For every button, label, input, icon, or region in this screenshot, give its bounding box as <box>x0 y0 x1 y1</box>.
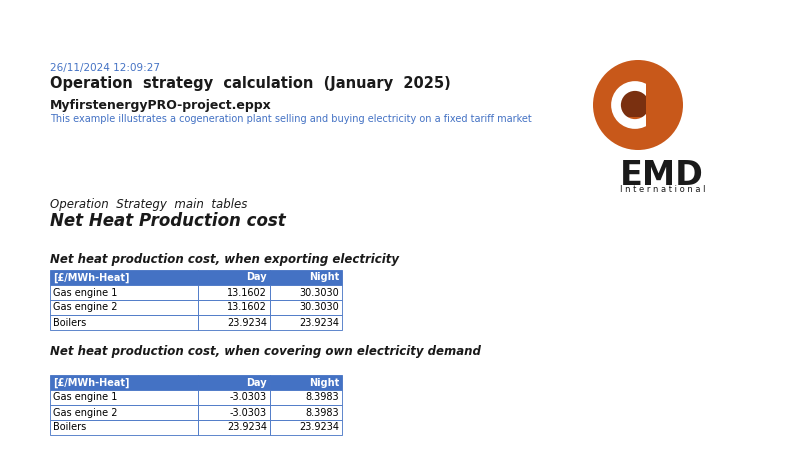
Text: 30.3030: 30.3030 <box>299 288 339 298</box>
Text: 23.9234: 23.9234 <box>299 422 339 432</box>
Text: Operation  strategy  calculation  (January  2025): Operation strategy calculation (January … <box>50 76 451 91</box>
Text: Boilers: Boilers <box>53 317 86 327</box>
FancyBboxPatch shape <box>50 300 198 315</box>
Text: I n t e r n a t i o n a l: I n t e r n a t i o n a l <box>620 185 705 194</box>
Text: 13.1602: 13.1602 <box>227 302 267 312</box>
Text: 23.9234: 23.9234 <box>227 422 267 432</box>
Text: -3.0303: -3.0303 <box>230 393 267 403</box>
FancyBboxPatch shape <box>270 420 342 435</box>
Text: Day: Day <box>247 377 267 387</box>
Text: Net heat production cost, when exporting electricity: Net heat production cost, when exporting… <box>50 253 399 266</box>
FancyBboxPatch shape <box>198 285 270 300</box>
FancyBboxPatch shape <box>618 91 651 117</box>
Text: 13.1602: 13.1602 <box>227 288 267 298</box>
FancyBboxPatch shape <box>50 375 198 390</box>
FancyBboxPatch shape <box>198 300 270 315</box>
FancyBboxPatch shape <box>198 420 270 435</box>
FancyBboxPatch shape <box>270 405 342 420</box>
Text: Night: Night <box>309 273 339 283</box>
Text: MyfirstenergyPRO-project.eppx: MyfirstenergyPRO-project.eppx <box>50 99 271 112</box>
FancyBboxPatch shape <box>270 390 342 405</box>
FancyBboxPatch shape <box>198 315 270 330</box>
FancyBboxPatch shape <box>50 420 198 435</box>
Text: 23.9234: 23.9234 <box>227 317 267 327</box>
FancyBboxPatch shape <box>50 405 198 420</box>
Text: EMD: EMD <box>620 159 704 192</box>
Text: Boilers: Boilers <box>53 422 86 432</box>
FancyBboxPatch shape <box>50 270 198 285</box>
FancyBboxPatch shape <box>198 375 270 390</box>
FancyBboxPatch shape <box>50 315 198 330</box>
Text: Gas engine 1: Gas engine 1 <box>53 288 117 298</box>
Text: [£/MWh-Heat]: [£/MWh-Heat] <box>53 273 130 283</box>
FancyBboxPatch shape <box>50 390 198 405</box>
Text: 8.3983: 8.3983 <box>306 393 339 403</box>
FancyBboxPatch shape <box>646 83 664 127</box>
FancyBboxPatch shape <box>270 300 342 315</box>
Text: This example illustrates a cogeneration plant selling and buying electricity on : This example illustrates a cogeneration … <box>50 114 532 124</box>
Text: 8.3983: 8.3983 <box>306 408 339 418</box>
FancyBboxPatch shape <box>270 315 342 330</box>
Text: Gas engine 1: Gas engine 1 <box>53 393 117 403</box>
Text: -3.0303: -3.0303 <box>230 408 267 418</box>
Circle shape <box>593 60 683 150</box>
FancyBboxPatch shape <box>270 270 342 285</box>
FancyBboxPatch shape <box>198 405 270 420</box>
Text: 26/11/2024 12:09:27: 26/11/2024 12:09:27 <box>50 63 160 73</box>
Text: [£/MWh-Heat]: [£/MWh-Heat] <box>53 377 130 387</box>
Text: Day: Day <box>247 273 267 283</box>
Text: Gas engine 2: Gas engine 2 <box>53 408 118 418</box>
Text: Gas engine 2: Gas engine 2 <box>53 302 118 312</box>
FancyBboxPatch shape <box>198 270 270 285</box>
Text: Night: Night <box>309 377 339 387</box>
Text: Operation  Strategy  main  tables: Operation Strategy main tables <box>50 198 248 211</box>
FancyBboxPatch shape <box>270 375 342 390</box>
Text: Net Heat Production cost: Net Heat Production cost <box>50 212 286 230</box>
FancyBboxPatch shape <box>270 285 342 300</box>
FancyBboxPatch shape <box>50 285 198 300</box>
Text: 23.9234: 23.9234 <box>299 317 339 327</box>
Text: Net heat production cost, when covering own electricity demand: Net heat production cost, when covering … <box>50 345 481 358</box>
Text: 30.3030: 30.3030 <box>299 302 339 312</box>
FancyBboxPatch shape <box>198 390 270 405</box>
